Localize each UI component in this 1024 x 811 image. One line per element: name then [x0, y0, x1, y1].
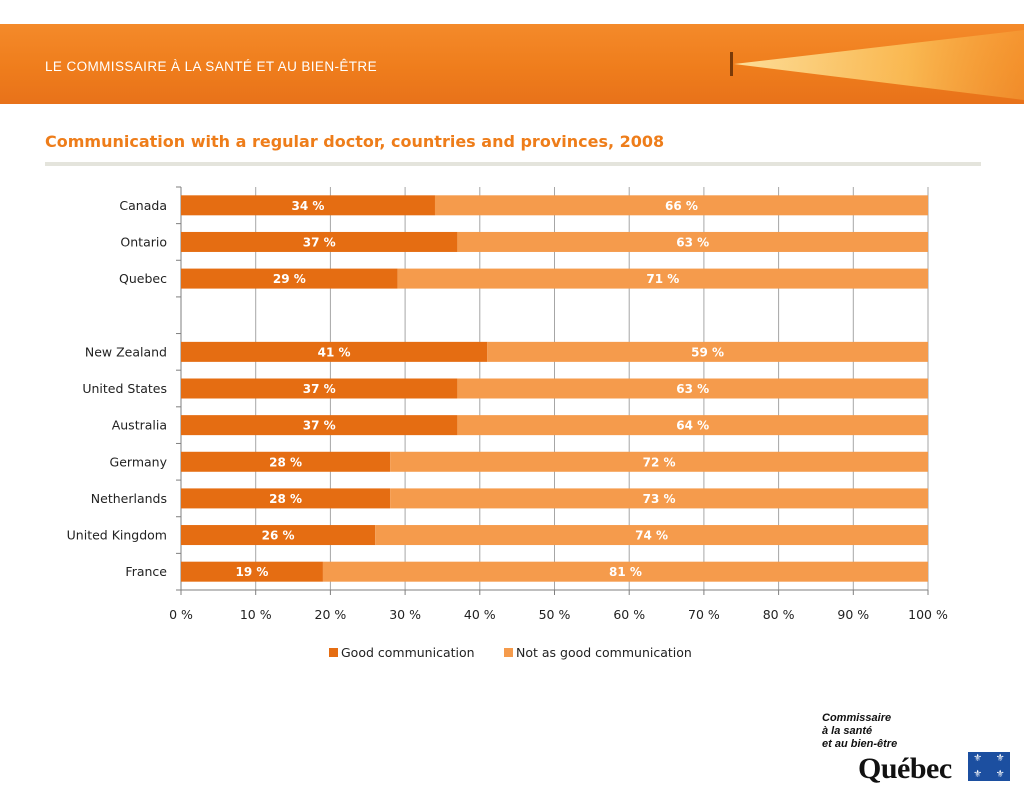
fleur-de-lis-icon: ⚜ — [990, 768, 1010, 781]
legend-swatch-not-good — [504, 648, 513, 657]
quebec-wordmark: Québec — [858, 752, 952, 785]
x-tick-label: 90 % — [837, 607, 869, 622]
banner-title: LE COMMISSAIRE À LA SANTÉ ET AU BIEN-ÊTR… — [45, 59, 377, 74]
legend-swatch-good — [329, 648, 338, 657]
bar-good-communication — [181, 561, 323, 582]
data-label: 37 % — [303, 382, 336, 396]
data-label: 19 % — [236, 565, 269, 579]
category-label: United States — [82, 381, 167, 396]
data-label: 81 % — [609, 565, 642, 579]
header-banner: LE COMMISSAIRE À LA SANTÉ ET AU BIEN-ÊTR… — [0, 24, 1024, 104]
bar-good-communication — [181, 488, 391, 509]
bar-good-communication — [181, 415, 458, 436]
data-label: 59 % — [691, 345, 724, 359]
data-label: 37 % — [303, 419, 336, 433]
org-line-2: à la santé — [822, 725, 873, 737]
legend-label: Not as good communication — [516, 645, 692, 660]
category-label: Netherlands — [91, 491, 167, 506]
bar-not-as-good-communication — [375, 525, 929, 546]
x-tick-label: 100 % — [908, 607, 948, 622]
data-label: 63 % — [676, 235, 709, 249]
light-beam-graphic — [730, 30, 1024, 100]
category-label: New Zealand — [85, 344, 167, 359]
bar-not-as-good-communication — [457, 415, 928, 436]
data-label: 28 % — [269, 492, 302, 506]
category-label: Australia — [112, 418, 167, 433]
x-tick-label: 30 % — [389, 607, 421, 622]
bar-not-as-good-communication — [390, 451, 928, 472]
bar-good-communication — [181, 525, 376, 546]
bar-not-as-good-communication — [457, 378, 928, 399]
category-label: United Kingdom — [67, 528, 167, 543]
data-label: 72 % — [643, 455, 676, 469]
bar-good-communication — [181, 341, 488, 362]
bar-good-communication — [181, 451, 391, 472]
data-label: 66 % — [665, 199, 698, 213]
fleur-de-lis-icon: ⚜ — [968, 752, 988, 765]
category-label: Germany — [110, 454, 168, 469]
data-label: 41 % — [318, 345, 351, 359]
data-label: 63 % — [676, 382, 709, 396]
org-line-1: Commissaire — [822, 712, 892, 724]
data-label: 28 % — [269, 455, 302, 469]
x-tick-label: 70 % — [688, 607, 720, 622]
fleur-de-lis-icon: ⚜ — [990, 752, 1010, 765]
bar-not-as-good-communication — [487, 341, 928, 362]
category-label: Canada — [119, 198, 167, 213]
bar-not-as-good-communication — [457, 231, 928, 252]
data-label: 29 % — [273, 272, 306, 286]
org-line-3: et au bien-être — [822, 738, 898, 750]
data-label: 26 % — [262, 529, 295, 543]
x-tick-label: 0 % — [169, 607, 193, 622]
x-tick-label: 50 % — [539, 607, 571, 622]
x-tick-label: 60 % — [613, 607, 645, 622]
bar-not-as-good-communication — [322, 561, 928, 582]
x-tick-label: 10 % — [240, 607, 272, 622]
quebec-logo: Commissaire à la santé et au bien-être Q… — [822, 712, 1022, 792]
title-divider — [45, 162, 981, 166]
fleur-de-lis-icon: ⚜ — [968, 768, 988, 781]
data-label: 74 % — [635, 529, 668, 543]
data-label: 37 % — [303, 235, 336, 249]
bar-not-as-good-communication — [397, 268, 928, 289]
category-label: Ontario — [120, 234, 167, 249]
data-label: 64 % — [676, 419, 709, 433]
category-label: Quebec — [119, 271, 167, 286]
bar-good-communication — [181, 378, 458, 399]
data-label: 34 % — [292, 199, 325, 213]
bar-good-communication — [181, 268, 398, 289]
category-label: France — [125, 564, 167, 579]
bar-not-as-good-communication — [390, 488, 928, 509]
data-label: 73 % — [643, 492, 676, 506]
chart-title: Communication with a regular doctor, cou… — [45, 132, 665, 151]
data-label: 71 % — [646, 272, 679, 286]
bar-good-communication — [181, 195, 435, 216]
bar-not-as-good-communication — [434, 195, 928, 216]
bar-good-communication — [181, 231, 458, 252]
x-tick-label: 80 % — [763, 607, 795, 622]
quebec-flag-icon: ⚜ ⚜ ⚜ ⚜ — [966, 750, 1012, 783]
x-tick-label: 40 % — [464, 607, 496, 622]
x-tick-label: 20 % — [315, 607, 347, 622]
legend-label: Good communication — [341, 645, 475, 660]
